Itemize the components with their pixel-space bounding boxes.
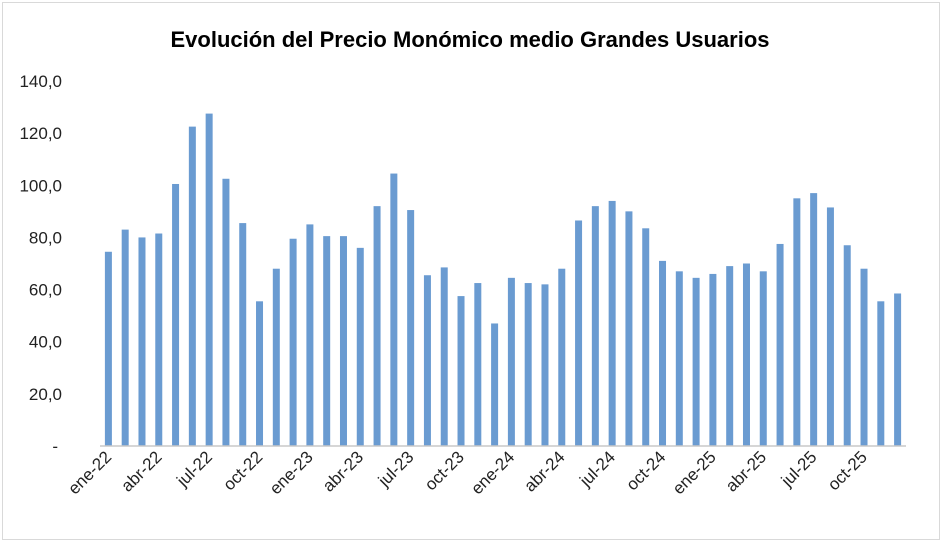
x-tick-label: jul-25: [777, 447, 821, 491]
x-tick-label: oct-24: [623, 447, 670, 494]
y-tick-label: 20,0: [29, 385, 62, 404]
x-tick-label: ene-22: [64, 447, 115, 498]
bar-sep-22: [239, 223, 247, 446]
x-tick-label: oct-23: [421, 447, 468, 494]
bar-may-25: [776, 243, 784, 446]
x-tick-label: abr-23: [319, 447, 367, 495]
y-tick-label: 140,0: [19, 72, 62, 91]
bar-feb-24: [524, 283, 532, 446]
x-tick-label: oct-25: [824, 447, 871, 494]
bar-nov-25: [877, 301, 885, 446]
bar-dic-25: [894, 293, 902, 446]
bar-oct-23: [457, 296, 465, 446]
x-tick-label: oct-22: [220, 447, 267, 494]
bar-ene-25: [709, 273, 717, 446]
y-tick-label: 60,0: [29, 281, 62, 300]
bar-oct-25: [860, 268, 868, 446]
bar-dic-23: [491, 323, 499, 446]
bar-sep-23: [440, 267, 448, 446]
bar-oct-24: [659, 260, 667, 446]
bar-jun-22: [188, 126, 196, 446]
bar-mar-24: [541, 284, 549, 446]
x-tick-label: ene-23: [266, 447, 317, 498]
x-tick-label: jul-24: [575, 447, 619, 491]
bar-ago-24: [625, 211, 633, 446]
bar-jul-22: [205, 113, 213, 446]
bar-ene-24: [507, 277, 515, 446]
x-tick-label: abr-25: [722, 447, 770, 495]
bar-may-23: [373, 206, 381, 446]
bar-oct-22: [256, 301, 264, 446]
bar-mar-22: [138, 237, 146, 446]
bar-jul-25: [810, 193, 818, 446]
bar-dic-24: [692, 277, 700, 446]
bar-jul-24: [608, 200, 616, 446]
bar-sep-25: [843, 245, 851, 446]
bar-abr-22: [155, 233, 163, 446]
x-tick-label: jul-23: [374, 447, 418, 491]
bar-jul-23: [407, 210, 415, 446]
bar-ago-25: [826, 207, 834, 446]
bar-ago-22: [222, 178, 230, 446]
bar-ene-23: [306, 224, 314, 446]
bar-dic-22: [289, 238, 297, 446]
x-tick-label: abr-22: [117, 447, 165, 495]
bar-feb-25: [726, 266, 734, 446]
y-tick-label: 80,0: [29, 228, 62, 247]
bar-feb-22: [121, 229, 129, 446]
bar-abr-23: [356, 247, 364, 446]
x-tick-label: abr-24: [520, 447, 568, 495]
bar-sep-24: [642, 228, 650, 446]
y-tick-label: -: [52, 437, 58, 456]
bar-abr-24: [558, 268, 566, 446]
bar-mar-23: [339, 236, 347, 446]
bar-nov-24: [675, 271, 683, 446]
x-tick-label: ene-24: [467, 447, 518, 498]
bar-may-24: [575, 220, 583, 446]
bar-ene-22: [104, 251, 112, 446]
bar-jun-24: [591, 206, 599, 446]
bar-mar-25: [742, 263, 750, 446]
chart-title: Evolución del Precio Monómico medio Gran…: [170, 27, 769, 52]
bar-ago-23: [423, 275, 431, 446]
bar-nov-23: [474, 283, 482, 446]
x-tick-label: ene-25: [669, 447, 720, 498]
y-tick-label: 120,0: [19, 124, 62, 143]
y-tick-label: 40,0: [29, 333, 62, 352]
bar-jun-25: [793, 198, 801, 446]
x-tick-label: jul-22: [172, 447, 216, 491]
bar-feb-23: [323, 236, 331, 446]
bar-jun-23: [390, 173, 398, 446]
bar-abr-25: [759, 271, 767, 446]
bar-nov-22: [272, 268, 280, 446]
y-tick-label: 100,0: [19, 176, 62, 195]
bar-may-22: [172, 183, 180, 446]
